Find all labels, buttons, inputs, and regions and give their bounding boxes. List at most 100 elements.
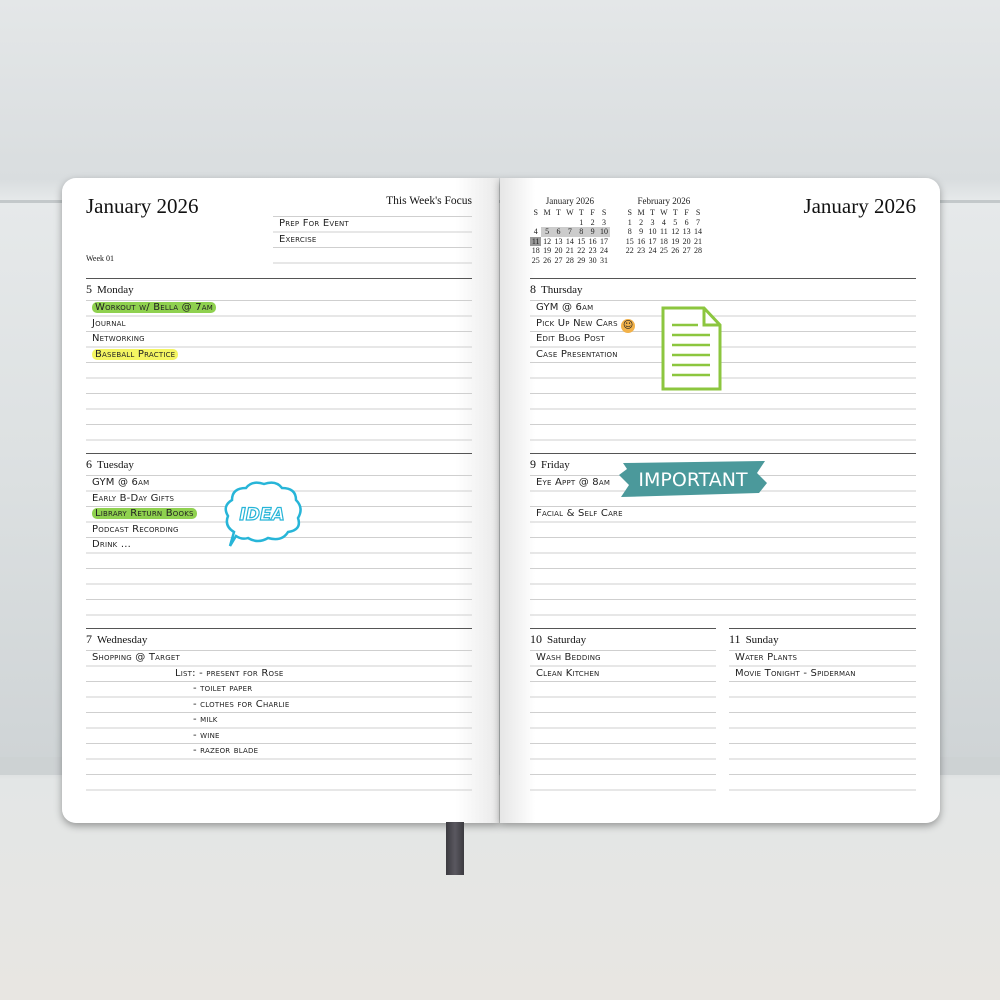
- weekday-header: S: [601, 208, 607, 217]
- calendar-day: 7: [564, 227, 576, 237]
- day-label: 11 Sunday: [729, 632, 779, 646]
- calendar-day: 18: [531, 246, 540, 256]
- calendar-day: 3: [650, 217, 655, 227]
- calendar-title: January 2026: [545, 196, 594, 206]
- focus-item: Prep For Event: [279, 218, 349, 229]
- calendar-day: 16: [637, 236, 646, 246]
- entry: Networking: [92, 333, 145, 344]
- calendar-day: 1: [579, 217, 584, 227]
- day-tuesday: 6 Tuesday GYM @ 6am Early B-Day Gifts Lib…: [86, 453, 472, 623]
- document-icon: [661, 306, 722, 391]
- mini-calendar-january: January 2026 S M T W T F S 1 2 3 4 5 6 7 8 9 10 11 12 13 14 15…: [530, 196, 610, 266]
- weekday-header: T: [556, 208, 561, 217]
- day-friday: 9 Friday Eye Appt @ 8am Facial & Self Car…: [530, 453, 916, 623]
- calendar-day: 21: [694, 236, 703, 246]
- calendar-day: [530, 218, 541, 228]
- entry: Baseball Practice: [86, 347, 472, 363]
- entry: - razeor blade: [193, 745, 259, 756]
- calendar-day: 25: [531, 255, 540, 265]
- entry: Case Presentation: [536, 348, 618, 360]
- calendar-day: 23: [637, 246, 646, 256]
- entry: Movie Tonight - Spiderman: [735, 667, 856, 679]
- calendar-day: 13: [682, 227, 691, 237]
- entry: Eye Appt @ 8am: [536, 477, 611, 488]
- ruled-lines: Water Plants Movie Tonight - Spiderman: [729, 650, 916, 803]
- calendar-day: 5: [673, 217, 678, 227]
- weekday-header: S: [533, 208, 538, 217]
- page-title: January 2026: [86, 194, 199, 218]
- calendar-day: 21: [565, 246, 574, 256]
- day-label: 9 Friday: [530, 457, 570, 471]
- calendar-day: 6: [552, 227, 565, 237]
- focus-label: This Week's Focus: [386, 195, 472, 207]
- calendar-day: 8: [575, 227, 587, 237]
- mini-calendar-february: February 2026 S M T W T F S 1 2 3 4 5 6 7 8 9 10 11 12 13 14 1…: [624, 196, 704, 256]
- calendar-day: 8: [627, 227, 632, 237]
- calendar-day: 15: [625, 236, 634, 246]
- calendar-day: 20: [554, 246, 563, 256]
- day-thursday: 8 Thursday GYM @ 6am Pick Up New Cars ☺ E…: [530, 278, 916, 448]
- entry: Pick Up New Cars ☺: [536, 317, 636, 333]
- calendar-day: [541, 218, 552, 228]
- calendar-day: 15: [577, 236, 586, 246]
- ruled-lines: Wash Bedding Clean Kitchen: [530, 650, 716, 803]
- weekday-header: T: [650, 208, 655, 217]
- calendar-day: 3: [602, 217, 607, 227]
- calendar-day: 2: [639, 217, 644, 227]
- idea-sticker: IDEA: [224, 481, 302, 547]
- day-label: 6 Tuesday: [86, 457, 134, 471]
- calendar-day: 14: [694, 227, 703, 237]
- calendar-day: 26: [543, 255, 552, 265]
- calendar-day: 20: [682, 236, 691, 246]
- important-sticker: IMPORTANT: [619, 461, 767, 497]
- left-page: January 2026 This Week's Focus Prep For …: [62, 178, 499, 823]
- calendar-day: 24: [648, 246, 657, 256]
- entry: GYM @ 6am: [536, 302, 594, 313]
- calendar-day: 22: [577, 246, 586, 256]
- calendar-day: 4: [661, 217, 666, 227]
- day-saturday: 10 Saturday Wash Bedding Clean Kitchen: [530, 628, 716, 803]
- ruled-lines: Workout w/ Bella @ 7am Journal Networkin…: [86, 300, 472, 448]
- calendar-day: 27: [682, 246, 691, 256]
- entry: - milk: [193, 714, 218, 725]
- calendar-day: 27: [554, 255, 563, 265]
- calendar-day: 11: [660, 227, 668, 237]
- calendar-day: 7: [696, 217, 701, 227]
- entry: Workout w/ Bella @ 7am: [86, 300, 472, 316]
- weekday-header: M: [543, 208, 551, 217]
- calendar-day: 2: [590, 217, 595, 227]
- day-wednesday: 7 Wednesday Shopping @ Target List: - pre…: [86, 628, 472, 803]
- calendar-day: 23: [588, 246, 597, 256]
- entry: List: - present for Rose: [175, 667, 284, 679]
- weekday-header: T: [578, 208, 584, 217]
- calendar-day: 28: [694, 246, 703, 256]
- calendar-day: 26: [671, 246, 680, 256]
- calendar-day: 6: [684, 217, 689, 227]
- weekday-header: S: [627, 208, 632, 217]
- calendar-day: 17: [600, 236, 609, 246]
- bookmark-ribbon: [446, 822, 464, 875]
- entry: Early B-Day Gifts: [92, 492, 175, 504]
- weekday-header: M: [637, 208, 645, 217]
- calendar-day: 18: [659, 236, 668, 246]
- entry: - wine: [193, 729, 220, 741]
- calendar-day: 13: [554, 236, 563, 246]
- smiley-icon: ☺: [621, 318, 636, 333]
- calendar-day: 12: [671, 227, 680, 237]
- calendar-day: 9: [586, 227, 599, 237]
- calendar-day: [553, 218, 564, 228]
- entry: Shopping @ Target: [92, 652, 180, 663]
- focus-item: Exercise: [279, 233, 317, 245]
- entry: Journal: [92, 317, 126, 329]
- calendar-day: 5: [541, 227, 553, 237]
- entry: Drink ...: [92, 539, 131, 550]
- weekday-header: F: [590, 208, 595, 217]
- ruled-lines: Eye Appt @ 8am Facial & Self Care: [530, 475, 916, 623]
- day-sunday: 11 Sunday Water Plants Movie Tonight - Sp…: [729, 628, 916, 803]
- entry: Water Plants: [735, 652, 798, 663]
- ruled-lines: GYM @ 6am Pick Up New Cars ☺ Edit Blog P…: [530, 300, 916, 448]
- weekday-header: T: [672, 208, 678, 217]
- calendar-day: 9: [639, 227, 644, 237]
- entry: Facial & Self Care: [536, 508, 623, 519]
- day-monday: 5 Monday Workout w/ Bella @ 7am Journal N…: [86, 278, 472, 448]
